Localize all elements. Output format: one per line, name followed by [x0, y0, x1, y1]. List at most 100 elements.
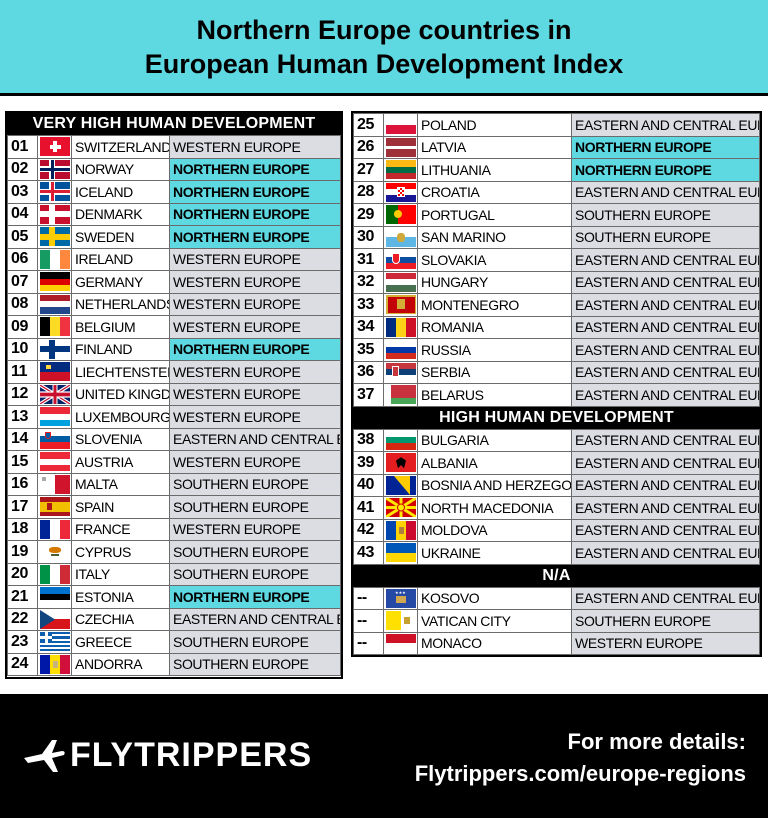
- table-row: 29 PORTUGAL SOUTHERN EUROPE: [353, 203, 760, 227]
- country-cell: SERBIA: [417, 360, 572, 384]
- country-cell: ESTONIA: [71, 585, 170, 609]
- flag-nl-icon: [40, 294, 70, 314]
- footer-details-link[interactable]: Flytrippers.com/europe-regions: [414, 761, 746, 786]
- flag-cell: [37, 472, 72, 496]
- airplane-icon: [24, 739, 65, 772]
- rank-cell: 25: [353, 113, 384, 137]
- region-cell: WESTERN EUROPE: [169, 292, 341, 316]
- flag-cell: [37, 337, 72, 361]
- region-cell: EASTERN AND CENTRAL EUROPE: [571, 428, 760, 452]
- rank-cell: 37: [353, 383, 384, 407]
- country-cell: SWEDEN: [71, 225, 170, 249]
- flag-rs-icon: [386, 362, 416, 382]
- region-cell: EASTERN AND CENTRAL EUROPE: [571, 338, 760, 362]
- rank-cell: 20: [7, 562, 38, 586]
- brand-name: FLYTRIPPERS: [70, 736, 313, 774]
- rank-cell: 30: [353, 225, 384, 249]
- region-cell: EASTERN AND CENTRAL EUROPE: [571, 586, 760, 610]
- flag-pt-icon: [386, 205, 416, 225]
- region-cell: EASTERN AND CENTRAL EUROPE: [571, 383, 760, 407]
- flag-lv-icon: [386, 137, 416, 157]
- flag-is-icon: [40, 182, 70, 202]
- rank-cell: --: [353, 609, 384, 633]
- flag-ee-icon: [40, 587, 70, 607]
- region-cell: EASTERN AND CENTRAL EUROPE: [169, 607, 341, 631]
- rank-cell: 15: [7, 450, 38, 474]
- flag-mc-icon: [386, 633, 416, 653]
- country-cell: CROATIA: [417, 180, 572, 204]
- flag-lt-icon: [386, 160, 416, 180]
- region-cell: EASTERN AND CENTRAL EUROPE: [571, 113, 760, 137]
- flag-fr-icon: [40, 519, 70, 539]
- region-cell: EASTERN AND CENTRAL EUROPE: [571, 496, 760, 520]
- table-left: 01 SWITZERLAND WESTERN EUROPE 02 NORWAY NORTH…: [7, 135, 341, 676]
- country-cell: FRANCE: [71, 517, 170, 541]
- flag-cell: [37, 540, 72, 564]
- flag-cell: [383, 360, 418, 384]
- country-cell: GREECE: [71, 630, 170, 654]
- rank-cell: 23: [7, 630, 38, 654]
- flag-cell: [383, 496, 418, 520]
- rank-cell: 13: [7, 405, 38, 429]
- flag-cell: [383, 338, 418, 362]
- country-cell: ITALY: [71, 562, 170, 586]
- rank-cell: 29: [353, 203, 384, 227]
- country-cell: MONTENEGRO: [417, 293, 572, 317]
- rank-cell: 38: [353, 428, 384, 452]
- flag-cell: [37, 270, 72, 294]
- flag-de-icon: [40, 272, 70, 292]
- flag-cell: [37, 382, 72, 406]
- country-cell: GERMANY: [71, 270, 170, 294]
- rank-cell: 26: [353, 135, 384, 159]
- flag-cell: [37, 652, 72, 676]
- footer-details-label: For more details:: [567, 729, 746, 754]
- flag-ba-icon: [386, 475, 416, 495]
- table-row: 27 LITHUANIA NORTHERN EUROPE: [353, 158, 760, 182]
- section-high: HIGH HUMAN DEVELOPMENT: [353, 406, 760, 429]
- table-row: 40 BOSNIA AND HERZEGOVINAEASTERN AND CENT…: [353, 473, 760, 497]
- country-cell: NORWAY: [71, 157, 170, 181]
- region-cell: SOUTHERN EUROPE: [169, 562, 341, 586]
- country-cell: DENMARK: [71, 202, 170, 226]
- region-cell: NORTHERN EUROPE: [169, 157, 341, 181]
- rank-cell: 22: [7, 607, 38, 631]
- region-cell: SOUTHERN EUROPE: [169, 472, 341, 496]
- region-cell: WESTERN EUROPE: [571, 631, 760, 655]
- rank-cell: --: [353, 586, 384, 610]
- country-cell: BELARUS: [417, 383, 572, 407]
- flag-at-icon: [40, 452, 70, 472]
- rank-cell: 28: [353, 180, 384, 204]
- region-cell: SOUTHERN EUROPE: [169, 652, 341, 676]
- rank-cell: 06: [7, 247, 38, 271]
- brand-logo[interactable]: FLYTRIPPERS: [22, 736, 312, 775]
- rank-cell: 10: [7, 337, 38, 361]
- rank-cell: 27: [353, 158, 384, 182]
- flag-md-icon: [386, 520, 416, 540]
- region-cell: EASTERN AND CENTRAL EUROPE: [571, 451, 760, 475]
- region-cell: NORTHERN EUROPE: [169, 225, 341, 249]
- country-cell: KOSOVO: [417, 586, 572, 610]
- table-row: 04 DENMARK NORTHERN EUROPE: [7, 202, 341, 226]
- region-cell: EASTERN AND CENTRAL EUROPE: [571, 248, 760, 272]
- flag-cell: [383, 383, 418, 407]
- region-cell: SOUTHERN EUROPE: [169, 495, 341, 519]
- rank-cell: 17: [7, 495, 38, 519]
- flag-it-icon: [40, 564, 70, 584]
- country-cell: NORTH MACEDONIA: [417, 496, 572, 520]
- country-cell: CYPRUS: [71, 540, 170, 564]
- country-cell: BOSNIA AND HERZEGOVINA: [417, 473, 572, 497]
- rank-cell: 24: [7, 652, 38, 676]
- flag-mt-icon: [40, 474, 70, 494]
- flag-cell: [37, 360, 72, 384]
- flag-cell: [37, 247, 72, 271]
- region-cell: EASTERN AND CENTRAL EUROPE: [571, 180, 760, 204]
- rank-cell: 41: [353, 496, 384, 520]
